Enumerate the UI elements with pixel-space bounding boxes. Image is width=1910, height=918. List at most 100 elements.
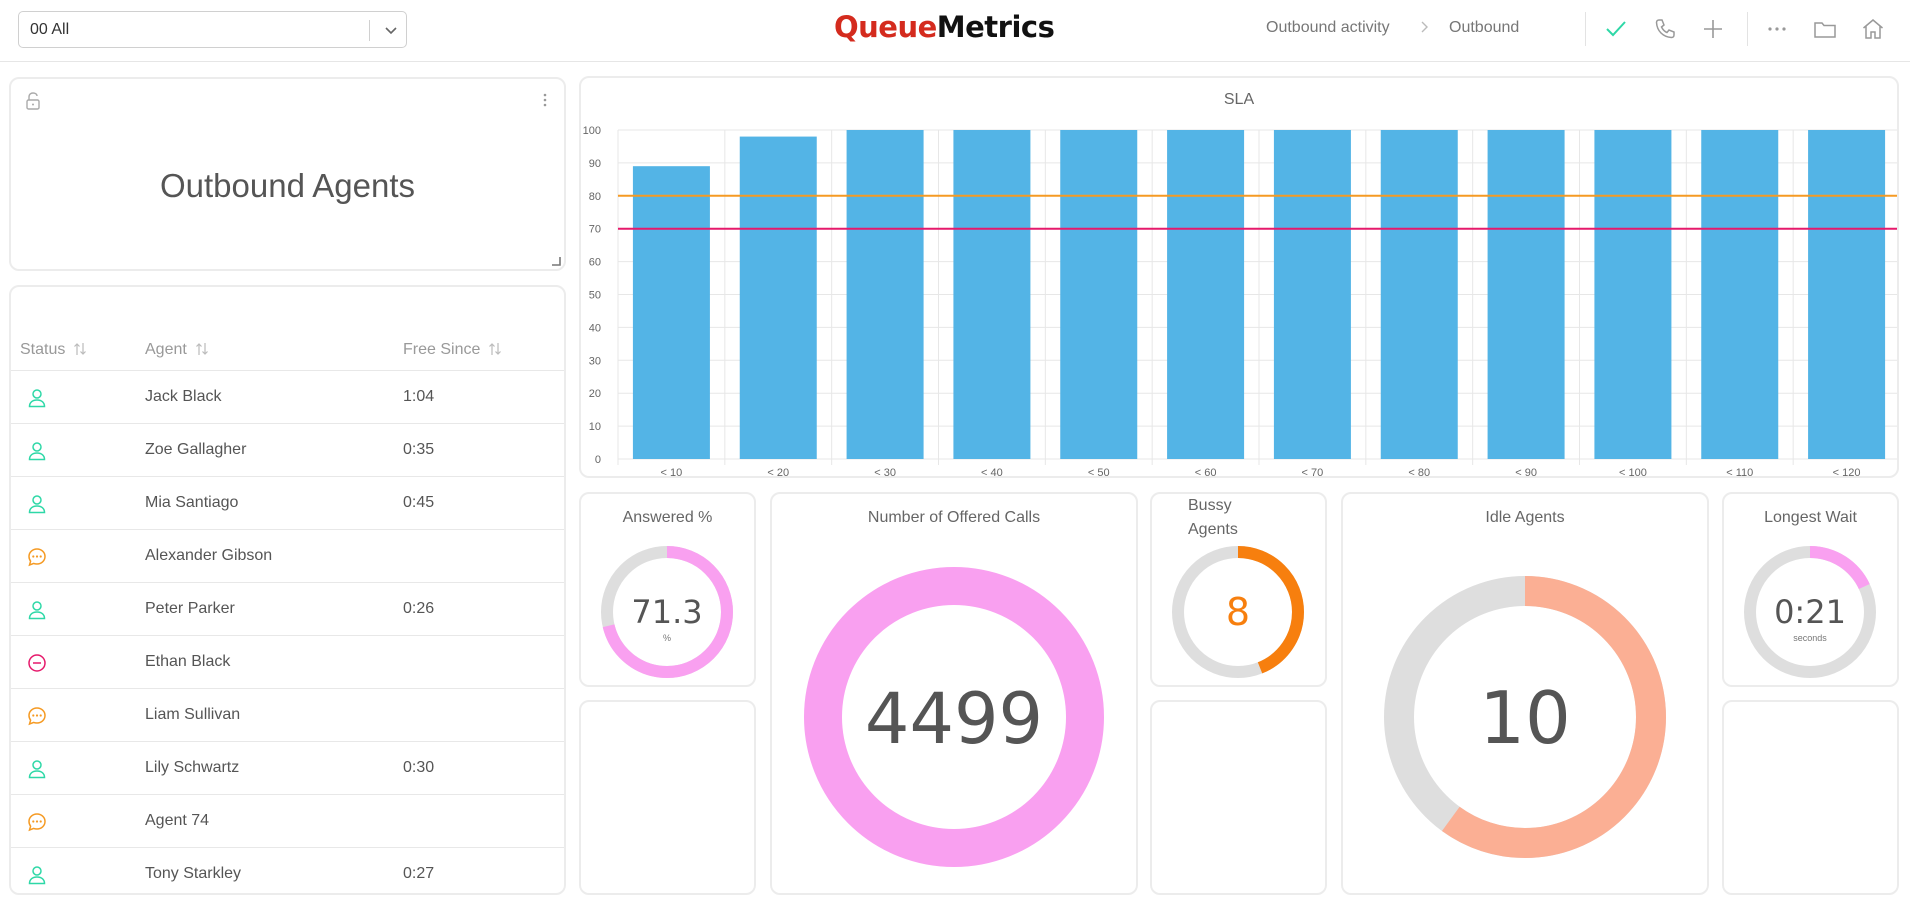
agent-free-icon [28,601,46,620]
x-tick-label: < 60 [1195,467,1217,476]
table-row[interactable]: Ethan Black [11,636,564,689]
offered-calls-widget: Number of Offered Calls 4499 [770,492,1138,895]
gauge-value: 10 [1479,676,1571,760]
sla-bar [739,136,817,459]
sort-icon[interactable] [72,341,88,357]
free-since: 0:35 [403,441,435,458]
gauge-arc [804,567,1104,867]
free-since: 0:27 [403,865,435,882]
table-row[interactable]: Tony Starkley 0:27 [11,848,564,893]
resize-handle-icon[interactable] [552,257,561,266]
table-row[interactable]: Mia Santiago 0:45 [11,477,564,530]
folder-icon[interactable] [1812,16,1838,42]
agent-on-call-icon [28,548,46,567]
check-icon[interactable] [1603,16,1629,42]
table-row[interactable]: Zoe Gallagher 0:35 [11,424,564,477]
busy-agents-widget: Bussy Agents 8 [1150,492,1327,687]
free-since: 0:45 [403,494,435,511]
agent-name: Agent 74 [145,812,210,829]
column-header-free-since[interactable]: Free Since [403,341,503,359]
table-row[interactable]: Alexander Gibson [11,530,564,583]
agent-on-call-icon [28,813,46,832]
unlock-icon[interactable] [24,91,42,111]
agent-free-icon [28,866,46,885]
longest-wait-gauge: 0:21 seconds [1744,546,1876,678]
answered-percent-gauge: 71.3% [601,546,733,678]
column-header-status[interactable]: Status [20,341,88,359]
chevron-right-icon [1421,21,1428,33]
y-tick-label: 60 [589,257,601,269]
agent-free-icon [28,495,46,514]
chart-title: SLA [1223,91,1255,108]
free-since: 0:30 [403,759,435,776]
select-divider [369,20,370,41]
sort-icon[interactable] [487,341,503,357]
table-row[interactable]: Lily Schwartz 0:30 [11,742,564,795]
x-tick-label: < 110 [1726,467,1753,476]
agent-name: Ethan Black [145,653,231,670]
toolbar-divider [1747,12,1748,46]
agent-on-call-icon [28,707,46,726]
breadcrumb-outbound-activity[interactable]: Outbound activity [1266,19,1390,36]
agent-paused-icon [28,654,46,672]
gauge-arc [1172,546,1304,678]
sla-bar [1701,130,1779,459]
sla-bar [1487,130,1565,459]
chevron-down-icon[interactable] [382,20,400,40]
home-icon[interactable] [1860,16,1886,42]
x-tick-label: < 80 [1408,467,1430,476]
gauge-arc [1384,576,1666,858]
agent-free-icon [28,442,46,461]
gauge-unit: % [663,633,671,643]
gauge-unit: seconds [1793,633,1827,643]
gauge-value: 8 [1226,590,1250,634]
queue-select[interactable]: 00 All [18,11,407,48]
sla-bar [846,130,924,459]
widget-title: Answered % [622,509,713,526]
empty-widget [1722,700,1899,895]
y-tick-label: 100 [583,125,601,137]
column-header-agent[interactable]: Agent [145,341,210,359]
y-tick-label: 30 [589,355,601,367]
phone-icon[interactable] [1652,16,1678,42]
gauge-arc [601,546,733,678]
x-tick-label: < 70 [1302,467,1324,476]
sort-icon[interactable] [194,341,210,357]
widget-title: Outbound Agents [159,167,416,204]
x-tick-label: < 30 [874,467,896,476]
gauge-value: 4499 [865,678,1043,760]
agent-free-icon [28,760,46,779]
agent-name: Jack Black [145,388,222,405]
gauge-arc [1744,546,1876,678]
free-since: 0:26 [403,600,435,617]
y-tick-label: 40 [589,322,601,334]
table-row[interactable]: Jack Black 1:04 [11,371,564,424]
x-tick-label: < 20 [767,467,789,476]
top-bar: 00 All QueueMetrics Outbound activity Ou… [0,0,1910,62]
agent-name: Tony Starkley [145,865,242,882]
more-horizontal-icon[interactable] [1764,16,1790,42]
toolbar-divider [1585,12,1586,46]
table-row[interactable]: Agent 74 [11,795,564,848]
x-tick-label: < 50 [1088,467,1110,476]
widget-title: Number of Offered Calls [867,509,1041,526]
sla-chart-widget: SLA 0 10 20 30 40 50 60 70 80 90 100 < 10 < 20 < 30 < … [579,76,1899,478]
agent-name: Peter Parker [145,600,235,617]
plus-icon[interactable] [1700,16,1726,42]
sla-bar [953,130,1031,459]
agent-name: Zoe Gallagher [145,441,247,458]
agent-name: Alexander Gibson [145,547,273,564]
agent-name: Mia Santiago [145,494,239,511]
x-tick-label: < 10 [661,467,683,476]
breadcrumb-outbound[interactable]: Outbound [1449,19,1520,36]
more-vertical-icon[interactable] [542,90,548,110]
sla-bar [1380,130,1458,459]
agent-free-icon [28,389,46,408]
table-row[interactable]: Liam Sullivan [11,689,564,742]
table-row[interactable]: Peter Parker 0:26 [11,583,564,636]
widget-title: Longest Wait [1764,509,1857,526]
y-tick-label: 80 [589,191,601,203]
y-tick-label: 90 [589,158,601,170]
y-tick-label: 70 [589,224,601,236]
free-since: 1:04 [403,388,435,405]
